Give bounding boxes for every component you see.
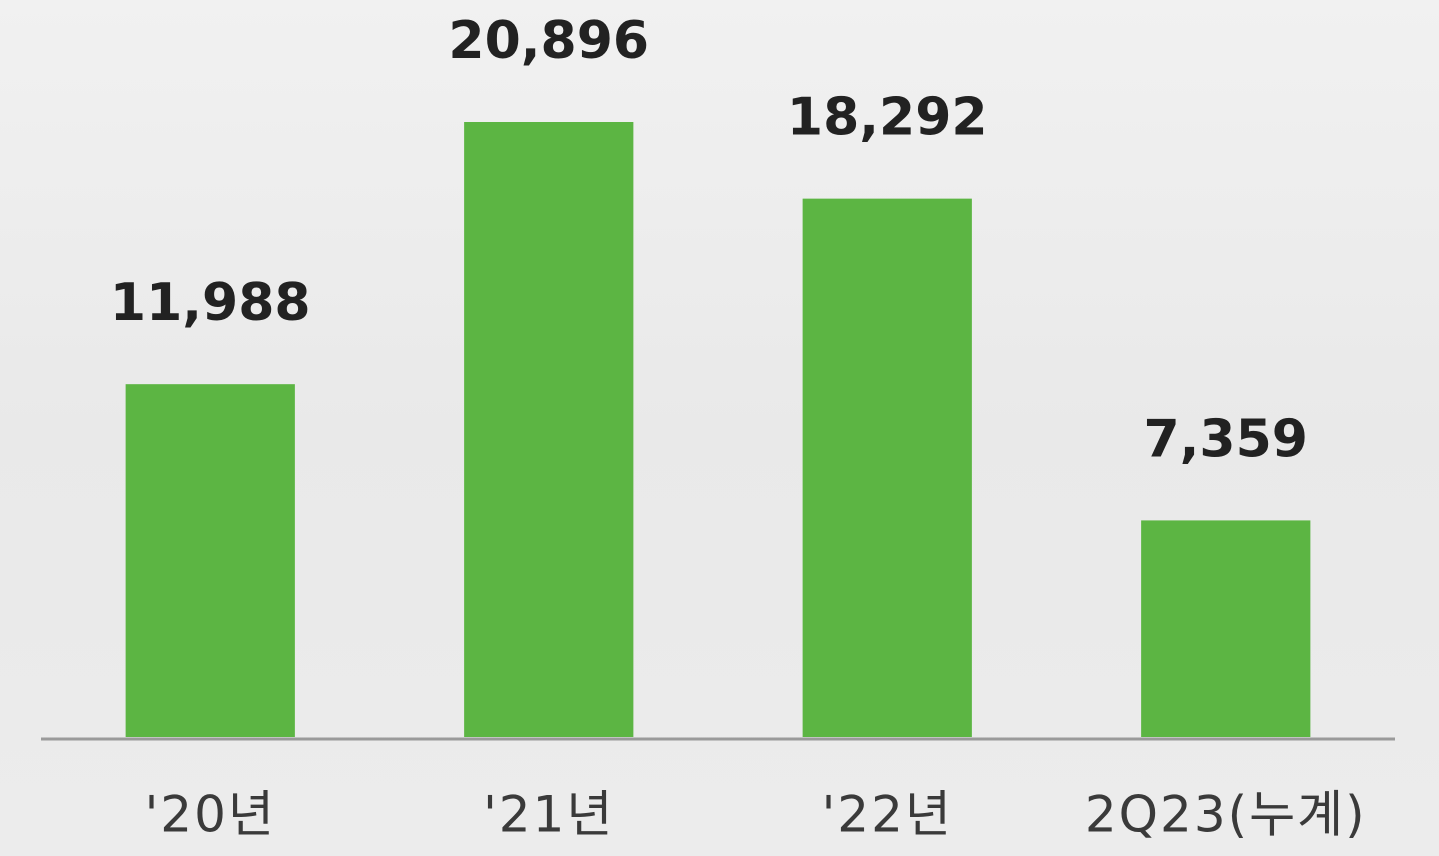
value-label: 7,359 — [1144, 409, 1308, 469]
bar — [802, 198, 972, 738]
value-label: 20,896 — [448, 11, 649, 71]
bar — [1141, 520, 1311, 737]
x-tick-label: '22년 — [822, 786, 953, 844]
value-label: 11,988 — [110, 273, 311, 333]
x-tick-label: '20년 — [145, 786, 276, 844]
x-tick-label: 2Q23(누계) — [1085, 786, 1367, 844]
bar — [125, 384, 295, 737]
x-tick-label: '21년 — [483, 786, 614, 844]
value-label: 18,292 — [787, 88, 988, 148]
bar — [464, 122, 634, 737]
